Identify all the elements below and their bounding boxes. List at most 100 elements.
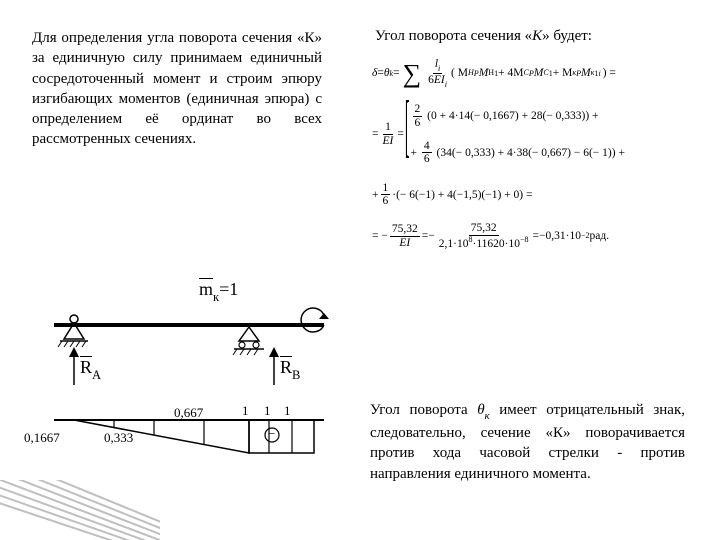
outer-i: i bbox=[598, 69, 600, 79]
eqs4: = bbox=[397, 127, 404, 142]
h3 bbox=[70, 341, 74, 347]
hb4 bbox=[254, 349, 258, 355]
i3: I bbox=[406, 237, 410, 249]
m-label: mк=1 bbox=[199, 279, 238, 304]
ra-s: A bbox=[92, 368, 101, 382]
r1b: 6 bbox=[413, 117, 423, 130]
f-4-6: 46 bbox=[422, 140, 432, 166]
bracket-content: 26 (0 + 4·14(− 0,1667) + 28(− 0,333)) + … bbox=[411, 103, 625, 166]
e2: E bbox=[383, 135, 390, 147]
bottom-paragraph: Угол поворота θк имеет отрицательный зна… bbox=[370, 400, 685, 484]
rb-arrow-head bbox=[269, 347, 279, 357]
moment-arc bbox=[301, 308, 324, 332]
e1: E bbox=[434, 74, 441, 86]
m-bar: m bbox=[199, 279, 213, 299]
r1a: 2 bbox=[413, 103, 423, 117]
corner-svg bbox=[0, 480, 160, 540]
li-sub2: i bbox=[445, 80, 447, 89]
mc2b: 1 bbox=[549, 69, 553, 79]
m-eq: =1 bbox=[219, 279, 238, 299]
eq-theta-sub: k bbox=[390, 69, 394, 79]
epure-tri bbox=[74, 420, 249, 453]
ps1: P bbox=[474, 69, 479, 79]
r2a: 4 bbox=[422, 140, 432, 154]
f-final-2: 75,32 2,1·108·11620·10−8 bbox=[437, 222, 531, 250]
m11: M bbox=[479, 66, 489, 81]
epure-rect bbox=[249, 420, 314, 453]
mk2: M bbox=[581, 66, 591, 81]
f-2-6: 26 bbox=[413, 103, 423, 129]
h1 bbox=[58, 341, 62, 347]
ord2-label: 0,333 bbox=[104, 430, 133, 446]
right-title-prefix: Угол поворота сечения « bbox=[375, 28, 532, 44]
r2t: (34(− 0,333) + 4·38(− 0,667) − 6(− 1)) + bbox=[437, 146, 625, 158]
mc2: M bbox=[534, 66, 544, 81]
i2: I bbox=[390, 135, 394, 147]
hb1 bbox=[233, 349, 237, 355]
ord5-label: 1 bbox=[264, 403, 271, 419]
left-bracket: [ bbox=[405, 89, 410, 180]
eq-line-1: δ = θk = ∑ li 6EIi ( MНP MН1 + 4MCP MC1 … bbox=[372, 58, 702, 89]
fd: 2,1·10 bbox=[439, 238, 469, 250]
rb-s: B bbox=[292, 368, 300, 382]
left-paragraph: Для определения угла поворота сечения «К… bbox=[32, 28, 322, 150]
bp-theta-sub: к bbox=[485, 411, 490, 422]
moment-arrow bbox=[319, 313, 329, 319]
r3b: 6 bbox=[381, 195, 391, 208]
ord4-label: 1 bbox=[242, 403, 249, 419]
fa: 75,32 bbox=[390, 223, 420, 237]
rb-r: R bbox=[280, 357, 292, 377]
eq-line-final: = − 75,32 EI = − 75,32 2,1·108·11620·10−… bbox=[372, 222, 702, 250]
r3t: ·(− 6(−1) + 4(−1,5)(−1) + 0) = bbox=[392, 188, 532, 203]
fes: −8 bbox=[520, 235, 529, 244]
r3a: 1 bbox=[381, 182, 391, 196]
ra-arrow-head bbox=[69, 347, 79, 357]
fe: ·11620·10 bbox=[472, 238, 519, 250]
minus-label: − bbox=[268, 426, 275, 442]
right-title-k: К bbox=[532, 28, 542, 44]
frac-li: li 6EIi bbox=[426, 58, 449, 89]
eq-bracket-block: = 1 EI = [ 26 (0 + 4·14(− 0,1667) + 28(−… bbox=[372, 103, 702, 166]
bp-prefix: Угол поворота bbox=[370, 402, 477, 418]
pl1: + M bbox=[553, 66, 573, 81]
f-final-1: 75,32 EI bbox=[390, 223, 420, 249]
rb-c1 bbox=[239, 342, 245, 348]
pm1: ( M bbox=[451, 66, 468, 81]
frac-1-ei: 1 EI bbox=[381, 121, 396, 147]
eqs3: = bbox=[372, 127, 379, 142]
ps3: P bbox=[576, 69, 581, 79]
corner-decoration bbox=[0, 480, 160, 540]
ord6-label: 1 bbox=[284, 403, 291, 419]
eq-s2: = bbox=[393, 66, 400, 81]
li-sub: i bbox=[438, 64, 440, 73]
fc: 75,32 bbox=[469, 222, 499, 236]
beam-diagram: mк=1 RA RB 0,1667 0,333 0,667 1 1 1 − bbox=[24, 275, 334, 495]
h4 bbox=[76, 341, 80, 347]
sum-symbol: ∑ bbox=[403, 62, 422, 85]
bp-theta: θ bbox=[477, 402, 484, 418]
ps2: P bbox=[529, 69, 534, 79]
rb-label: RB bbox=[280, 357, 300, 382]
cl1: ) = bbox=[603, 66, 616, 81]
diagram-svg bbox=[24, 275, 334, 495]
r2b: 6 bbox=[422, 153, 432, 166]
h2 bbox=[64, 341, 68, 347]
f-1-6: 16 bbox=[381, 182, 391, 208]
hb2 bbox=[240, 349, 244, 355]
right-title: Угол поворота сечения «К» будет: bbox=[375, 28, 685, 45]
rb-c2 bbox=[253, 342, 259, 348]
ra-r: R bbox=[80, 357, 92, 377]
r1t: (0 + 4·14(− 0,1667) + 28(− 0,333)) + bbox=[427, 110, 598, 122]
fr: −0,31·10 bbox=[539, 229, 581, 244]
right-title-suffix: » будет: bbox=[542, 28, 592, 44]
equation-block: δ = θk = ∑ li 6EIi ( MНP MН1 + 4MCP MC1 … bbox=[372, 58, 702, 253]
h5 bbox=[82, 341, 86, 347]
m11b: 1 bbox=[494, 69, 498, 79]
ra-label: RA bbox=[80, 357, 101, 382]
pin-b-tri bbox=[239, 327, 259, 341]
eq-line-4: + 16 ·(− 6(−1) + 4(−1,5)(−1) + 0) = bbox=[372, 182, 702, 208]
fu: рад. bbox=[590, 229, 610, 244]
p4: + 4M bbox=[498, 66, 523, 81]
m-sub: к bbox=[213, 290, 219, 304]
frs: −2 bbox=[581, 231, 590, 241]
